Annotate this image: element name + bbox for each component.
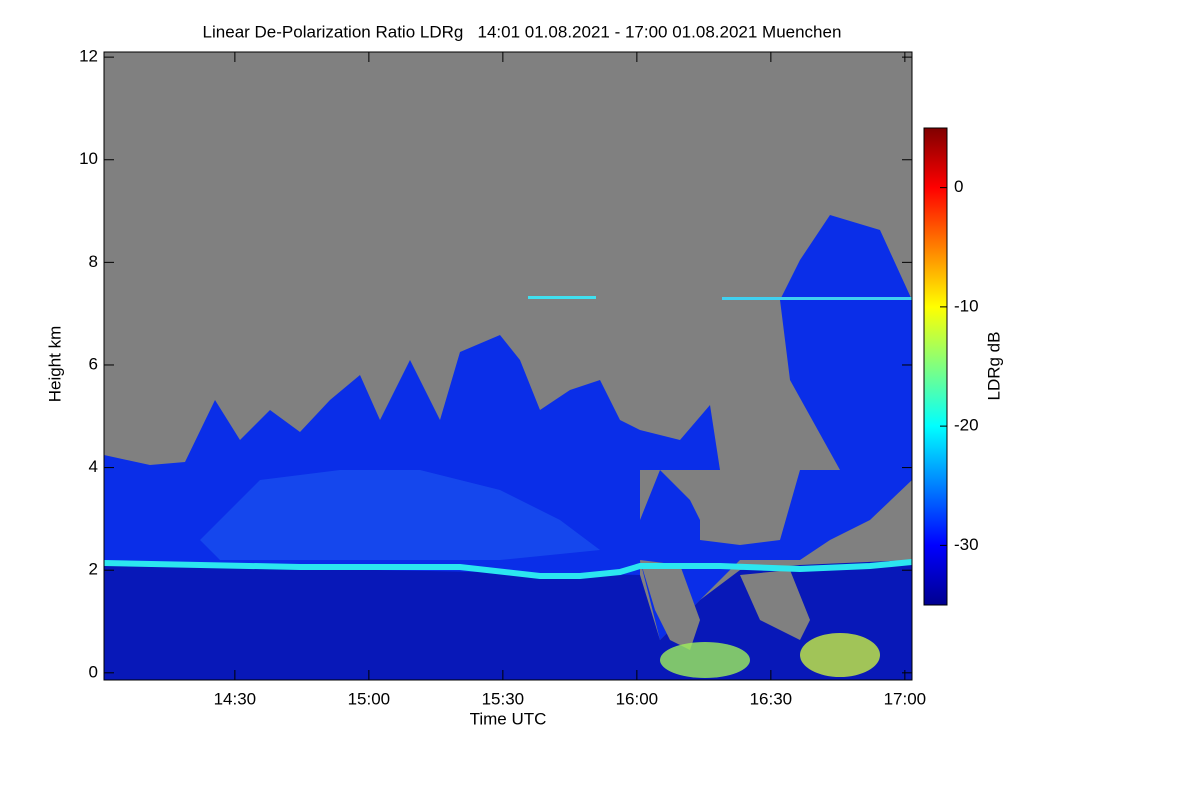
x-tick-label: 16:00 bbox=[616, 689, 659, 708]
ground-patch bbox=[800, 633, 880, 677]
y-tick-label: 4 bbox=[89, 457, 98, 476]
gap-area-2 bbox=[740, 570, 810, 640]
heatmap-layers bbox=[104, 215, 912, 680]
y-tick-label: 10 bbox=[79, 149, 98, 168]
gap-area bbox=[640, 560, 700, 650]
cloud-streak bbox=[722, 297, 912, 300]
colorbar-tick-label: -30 bbox=[954, 535, 979, 554]
x-tick-label: 16:30 bbox=[750, 689, 793, 708]
plot-frame bbox=[103, 51, 913, 681]
y-tick-label: 12 bbox=[79, 47, 98, 66]
cloud-streak bbox=[528, 296, 596, 299]
x-tick-label: 14:30 bbox=[214, 689, 257, 708]
chart-title: Linear De-Polarization Ratio LDRg 14:01 … bbox=[203, 22, 842, 41]
y-tick-label: 8 bbox=[89, 252, 98, 271]
mid-layer bbox=[200, 470, 600, 560]
y-tick-label: 6 bbox=[89, 354, 98, 373]
ground-patch bbox=[660, 642, 750, 678]
x-tick-label: 15:30 bbox=[482, 689, 525, 708]
colorbar-label: LDRg dB bbox=[984, 332, 1003, 401]
colorbar-tick-label: -20 bbox=[954, 416, 979, 435]
x-tick-label: 15:00 bbox=[348, 689, 391, 708]
y-tick-label: 2 bbox=[89, 560, 98, 579]
y-axis-label: Height km bbox=[45, 326, 64, 403]
x-tick-label: 17:00 bbox=[884, 689, 927, 708]
colorbar bbox=[923, 127, 948, 606]
colorbar-tick-label: -10 bbox=[954, 296, 979, 315]
depol-layer bbox=[104, 559, 912, 579]
colorbar-tick-label: 0 bbox=[954, 177, 963, 196]
x-axis-label: Time UTC bbox=[470, 709, 547, 728]
y-tick-label: 0 bbox=[89, 662, 98, 681]
